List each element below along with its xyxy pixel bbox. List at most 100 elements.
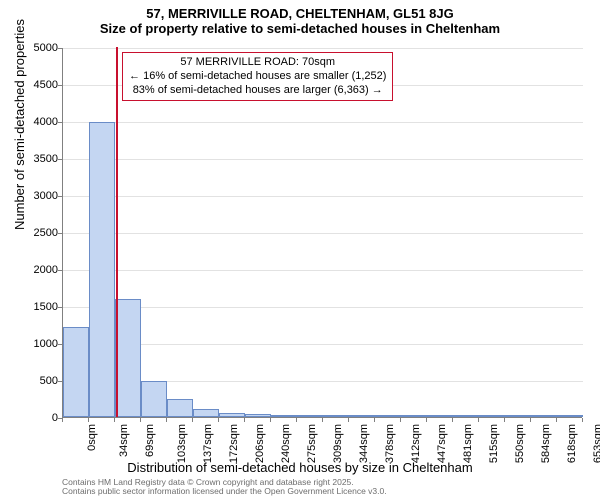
grid-line xyxy=(63,307,583,308)
x-tick-mark xyxy=(556,418,557,422)
x-tick-label: 584sqm xyxy=(540,424,552,463)
x-tick-mark xyxy=(452,418,453,422)
footer-attribution: Contains HM Land Registry data © Crown c… xyxy=(62,478,387,497)
annotation-line: ← 16% of semi-detached houses are smalle… xyxy=(129,70,386,84)
grid-line xyxy=(63,196,583,197)
x-tick-mark xyxy=(348,418,349,422)
x-tick-label: 34sqm xyxy=(118,424,130,457)
x-tick-label: 0sqm xyxy=(86,424,98,451)
grid-line xyxy=(63,48,583,49)
x-tick-mark xyxy=(114,418,115,422)
y-tick-mark xyxy=(58,381,62,382)
y-tick-label: 4500 xyxy=(20,79,58,91)
x-tick-label: 344sqm xyxy=(358,424,370,463)
x-tick-label: 103sqm xyxy=(176,424,188,463)
x-tick-mark xyxy=(582,418,583,422)
x-tick-label: 653sqm xyxy=(592,424,600,463)
histogram-bar xyxy=(297,415,323,417)
y-tick-mark xyxy=(58,270,62,271)
grid-line xyxy=(63,344,583,345)
histogram-bar xyxy=(531,415,557,417)
y-tick-label: 1000 xyxy=(20,338,58,350)
histogram-bar xyxy=(323,415,349,417)
x-tick-label: 447sqm xyxy=(436,424,448,463)
histogram-bar xyxy=(271,415,297,417)
x-tick-mark xyxy=(218,418,219,422)
x-tick-mark xyxy=(322,418,323,422)
x-tick-label: 206sqm xyxy=(254,424,266,463)
x-tick-mark xyxy=(270,418,271,422)
y-tick-label: 2500 xyxy=(20,227,58,239)
histogram-bar xyxy=(375,415,401,417)
histogram-bar xyxy=(479,415,505,417)
footer-line-2: Contains public sector information licen… xyxy=(62,487,387,496)
y-tick-mark xyxy=(58,48,62,49)
grid-line xyxy=(63,122,583,123)
x-tick-mark xyxy=(374,418,375,422)
title-line-2: Size of property relative to semi-detach… xyxy=(0,21,600,36)
x-tick-mark xyxy=(166,418,167,422)
property-marker-line xyxy=(116,47,118,417)
plot-area: 57 MERRIVILLE ROAD: 70sqm← 16% of semi-d… xyxy=(62,48,582,418)
histogram-bar xyxy=(427,415,453,417)
histogram-bar xyxy=(557,415,583,417)
y-tick-label: 2000 xyxy=(20,264,58,276)
y-tick-mark xyxy=(58,196,62,197)
x-tick-label: 378sqm xyxy=(384,424,396,463)
y-tick-mark xyxy=(58,307,62,308)
y-tick-mark xyxy=(58,85,62,86)
grid-line xyxy=(63,270,583,271)
y-tick-label: 500 xyxy=(20,375,58,387)
histogram-bar xyxy=(453,415,479,417)
grid-line xyxy=(63,233,583,234)
y-tick-mark xyxy=(58,159,62,160)
x-tick-mark xyxy=(400,418,401,422)
histogram-plot: 57 MERRIVILLE ROAD: 70sqm← 16% of semi-d… xyxy=(62,48,582,418)
y-tick-mark xyxy=(58,122,62,123)
x-tick-label: 172sqm xyxy=(228,424,240,463)
x-tick-mark xyxy=(504,418,505,422)
histogram-bar xyxy=(193,409,219,417)
histogram-bar xyxy=(141,381,167,417)
x-tick-mark xyxy=(530,418,531,422)
annotation-line: 57 MERRIVILLE ROAD: 70sqm xyxy=(129,56,386,70)
grid-line xyxy=(63,159,583,160)
y-tick-label: 0 xyxy=(20,412,58,424)
histogram-bar xyxy=(401,415,427,417)
histogram-bar xyxy=(245,414,271,417)
histogram-bar xyxy=(89,122,115,417)
x-tick-mark xyxy=(62,418,63,422)
x-tick-label: 309sqm xyxy=(332,424,344,463)
x-tick-label: 618sqm xyxy=(566,424,578,463)
y-tick-mark xyxy=(58,344,62,345)
histogram-bar xyxy=(63,327,89,417)
x-tick-mark xyxy=(192,418,193,422)
x-tick-label: 515sqm xyxy=(488,424,500,463)
x-tick-label: 275sqm xyxy=(306,424,318,463)
property-annotation: 57 MERRIVILLE ROAD: 70sqm← 16% of semi-d… xyxy=(122,52,393,101)
histogram-bar xyxy=(219,413,245,417)
histogram-bar xyxy=(115,299,141,417)
histogram-bar xyxy=(349,415,375,417)
x-tick-mark xyxy=(88,418,89,422)
x-axis-label: Distribution of semi-detached houses by … xyxy=(0,460,600,475)
chart-title: 57, MERRIVILLE ROAD, CHELTENHAM, GL51 8J… xyxy=(0,0,600,36)
x-tick-mark xyxy=(244,418,245,422)
annotation-line: 83% of semi-detached houses are larger (… xyxy=(129,84,386,98)
histogram-bar xyxy=(505,415,531,417)
y-tick-label: 3500 xyxy=(20,153,58,165)
y-tick-label: 3000 xyxy=(20,190,58,202)
y-tick-mark xyxy=(58,233,62,234)
title-line-1: 57, MERRIVILLE ROAD, CHELTENHAM, GL51 8J… xyxy=(0,6,600,21)
x-tick-label: 69sqm xyxy=(144,424,156,457)
y-tick-label: 4000 xyxy=(20,116,58,128)
y-tick-label: 1500 xyxy=(20,301,58,313)
x-tick-mark xyxy=(426,418,427,422)
x-tick-label: 412sqm xyxy=(410,424,422,463)
x-tick-mark xyxy=(478,418,479,422)
x-tick-label: 550sqm xyxy=(514,424,526,463)
x-tick-label: 137sqm xyxy=(202,424,214,463)
x-tick-mark xyxy=(296,418,297,422)
x-tick-mark xyxy=(140,418,141,422)
x-tick-label: 481sqm xyxy=(462,424,474,463)
